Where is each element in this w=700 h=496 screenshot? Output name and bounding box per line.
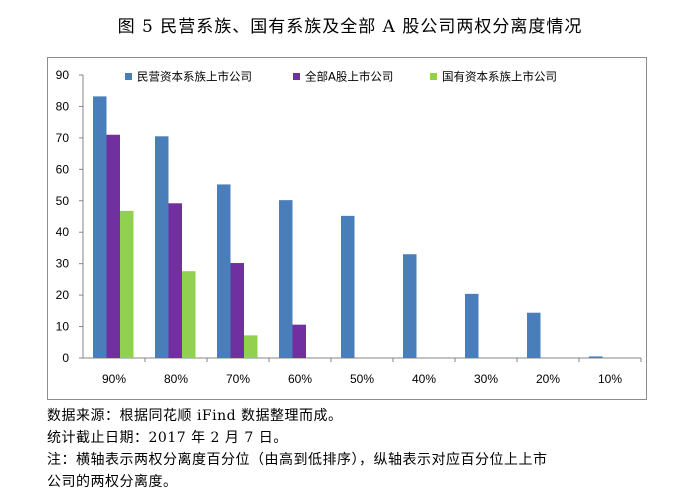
chart-title: 图 5 民营系族、国有系族及全部 A 股公司两权分离度情况 — [117, 17, 583, 37]
bar — [589, 356, 603, 358]
y-tick-label: 0 — [62, 351, 69, 365]
x-tick-label: 30% — [474, 372, 498, 386]
bar — [341, 215, 355, 358]
bar — [403, 254, 417, 358]
x-tick-label: 60% — [288, 372, 312, 386]
bar — [182, 271, 196, 358]
x-tick-label: 20% — [536, 372, 560, 386]
bar — [279, 200, 293, 358]
y-tick-label: 70 — [56, 131, 70, 145]
chart-frame — [47, 57, 647, 400]
bar — [168, 203, 182, 358]
legend-label: 民营资本系族上市公司 — [137, 70, 252, 84]
bar — [106, 134, 120, 358]
y-tick-label: 50 — [56, 194, 70, 208]
note-axis-1: 注：横轴表示两权分离度百分位（由高到低排序），纵轴表示对应百分位上上市 — [47, 452, 548, 468]
bar — [230, 263, 244, 358]
bar — [217, 184, 231, 358]
y-tick-label: 20 — [56, 288, 70, 302]
bar — [465, 293, 479, 358]
bar — [527, 312, 541, 358]
notes: 数据来源：根据同花顺 iFind 数据整理而成。 统计截止日期：2017 年 2… — [47, 405, 667, 493]
bar — [244, 335, 258, 358]
bar — [155, 136, 169, 358]
y-tick-label: 40 — [56, 225, 70, 239]
note-date: 统计截止日期：2017 年 2 月 7 日。 — [47, 430, 288, 446]
legend-label: 全部A股上市公司 — [305, 70, 393, 84]
legend-swatch — [125, 73, 132, 80]
legend-swatch — [430, 73, 437, 80]
x-tick-label: 10% — [598, 372, 622, 386]
bar — [120, 210, 134, 358]
bar — [93, 96, 107, 358]
x-tick-label: 70% — [226, 372, 250, 386]
y-tick-label: 80 — [56, 99, 70, 113]
y-tick-label: 90 — [56, 68, 70, 82]
x-tick-label: 50% — [350, 372, 374, 386]
y-tick-label: 60 — [56, 162, 70, 176]
note-axis-2: 公司的两权分离度。 — [47, 474, 178, 490]
y-tick-label: 10 — [56, 320, 70, 334]
y-tick-label: 30 — [56, 257, 70, 271]
legend-label: 国有资本系族上市公司 — [442, 70, 557, 84]
x-tick-label: 40% — [412, 372, 436, 386]
x-tick-label: 90% — [102, 372, 126, 386]
bar — [292, 324, 306, 358]
x-tick-label: 80% — [164, 372, 188, 386]
legend-swatch — [293, 73, 300, 80]
note-source: 数据来源：根据同花顺 iFind 数据整理而成。 — [47, 408, 343, 424]
